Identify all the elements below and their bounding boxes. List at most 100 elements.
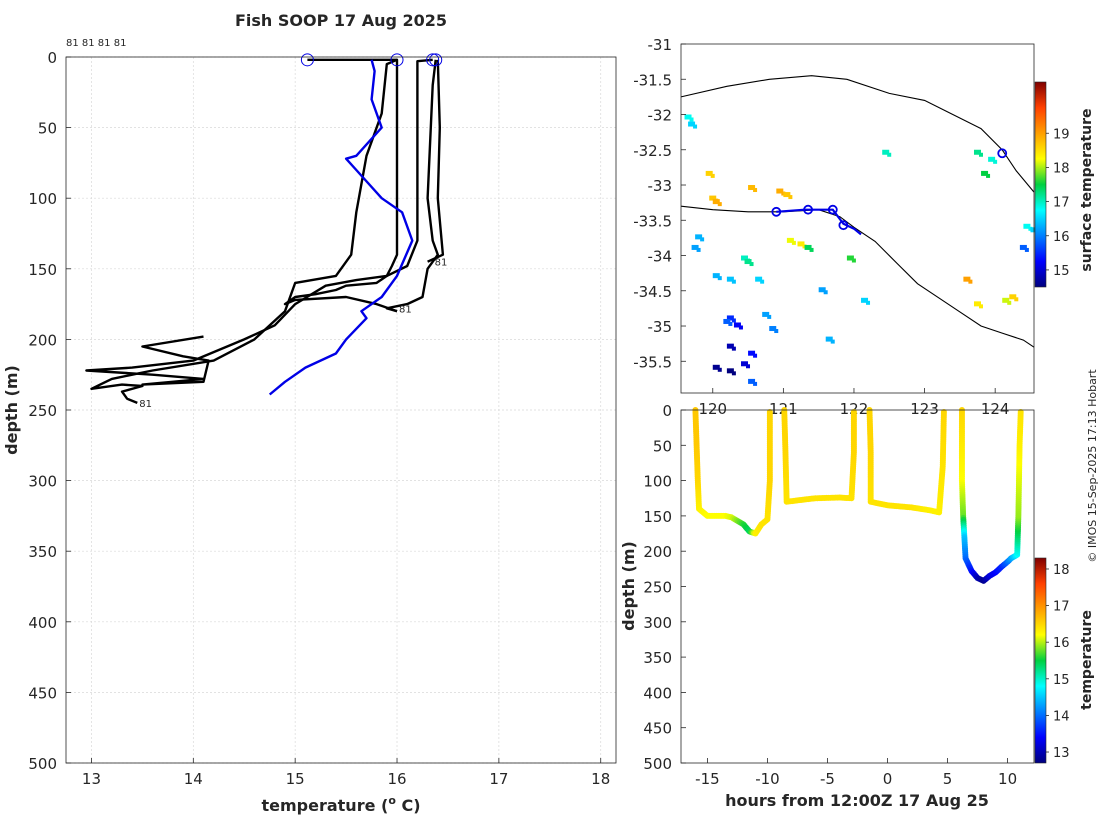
section-y-tick-label: 50 (653, 437, 672, 455)
section-colorbar-tick-label: 16 (1053, 636, 1070, 651)
map-y-tick-label: -31.5 (633, 71, 672, 89)
sst-pixel (781, 191, 786, 196)
section-y-tick-label: 250 (643, 579, 672, 597)
sst-pixel (731, 279, 736, 284)
section-colorbar-ticks: 13 14 15 16 17 18 (1046, 563, 1070, 761)
sst-pixel (755, 276, 763, 282)
sst-pixel (1023, 223, 1031, 229)
sst-pixel (688, 121, 696, 127)
section-y-tick-label: 200 (643, 543, 672, 561)
section-y-tick-label: 350 (643, 649, 672, 667)
sst-pixel (760, 279, 765, 284)
section-sample (940, 408, 947, 415)
map-colorbar-ticks: 15 16 17 18 19 (1046, 127, 1070, 279)
profile-x-tick-label: 13 (82, 770, 101, 788)
sst-pixel (746, 364, 751, 369)
sst-pixel (851, 258, 856, 263)
sst-pixel (723, 318, 731, 324)
sst-pixel (968, 279, 973, 284)
map-y-tick-label: -35.5 (633, 353, 672, 371)
profile-2-line (90, 58, 398, 405)
profile-x-label-degree: o (388, 794, 396, 807)
sst-pixel (809, 247, 814, 252)
section-y-tick-label: 150 (643, 508, 672, 526)
profile-x-tick-label: 18 (591, 770, 610, 788)
sst-pixel (818, 287, 826, 293)
sst-pixel (1028, 226, 1033, 231)
sst-pixel (783, 192, 791, 198)
map-y-tick-label: -31 (648, 36, 673, 54)
profile-start-marker (300, 53, 314, 67)
profile-x-label-unit: C) (396, 796, 421, 815)
sst-pixel (717, 276, 722, 281)
sst-pixel (774, 329, 779, 334)
sst-pixel (696, 247, 701, 252)
profile-y-tick-label: 350 (28, 543, 57, 561)
profile-tag-label: 81 (435, 258, 448, 269)
profile-y-tick-label: 0 (47, 49, 57, 67)
section-sample (766, 408, 773, 415)
sst-pixel (748, 378, 756, 384)
section-y-tick-label: 300 (643, 614, 672, 632)
section-y-tick-label: 500 (643, 755, 672, 773)
map-y-tick-label: -33 (648, 177, 673, 195)
section-x-ticks: -15 -10 -5 0 5 10 (695, 758, 1017, 788)
sst-pixel (753, 188, 758, 193)
profile-y-tick-label: 450 (28, 684, 57, 702)
profile-y-tick-label: 200 (28, 331, 57, 349)
sst-pixel (1002, 297, 1010, 303)
sst-pixel (986, 173, 991, 178)
section-y-tick-label: 0 (662, 402, 672, 420)
sst-pixel (882, 149, 890, 155)
section-y-tick-label: 450 (643, 720, 672, 738)
profile-x-tick-label: 16 (387, 770, 406, 788)
profile-axes-frame (65, 56, 617, 764)
section-x-tick-label: -5 (820, 770, 835, 788)
section-colorbar-tick-label: 13 (1053, 746, 1070, 761)
profile-4-line (385, 59, 439, 313)
sst-pixel (978, 152, 983, 157)
profile-y-ticks: 0 50 100 150 200 250 300 350 400 450 500 (28, 49, 71, 773)
map-colorbar-tick-label: 17 (1053, 196, 1070, 211)
profile-x-ticks: 13 14 15 16 17 18 (82, 758, 610, 788)
sst-pixel (693, 124, 698, 129)
profile-start-markers (300, 53, 443, 67)
profile-start-marker (429, 53, 443, 67)
map-colorbar-tick-label: 19 (1053, 127, 1070, 142)
profile-start-marker (390, 53, 404, 67)
sst-pixel (749, 262, 754, 267)
profile-tags: 81 81 81 (139, 258, 447, 410)
ship-track-marker (997, 148, 1008, 159)
sst-pixel (733, 322, 741, 328)
profile-x-label: temperature (o C) (261, 794, 420, 815)
map-sst-patches (684, 114, 1040, 386)
sst-pixel (767, 314, 772, 319)
sst-pixel (712, 364, 720, 370)
coastline (680, 75, 1035, 193)
sst-pixel (769, 326, 777, 332)
profile-start-marker (426, 53, 440, 67)
section-colorbar (1034, 557, 1047, 764)
profile-5-line (427, 59, 445, 263)
sst-pixel (717, 202, 722, 207)
sst-pixel (1014, 297, 1019, 302)
map-y-tick-label: -34.5 (633, 283, 672, 301)
map-y-tick-label: -32 (648, 107, 673, 125)
section-x-tick-label: -15 (695, 770, 720, 788)
map-x-ticks: 120121122123124 (698, 388, 1009, 418)
sst-pixel (825, 336, 833, 342)
section-colorbar-tick-label: 18 (1053, 563, 1070, 578)
sst-pixel (981, 170, 989, 176)
map-colorbar-label: surface temperature (1079, 108, 1095, 271)
sst-pixel (1007, 300, 1012, 305)
map-panel: 120121122123124 -31-31.5-32-32.5-33-33.5… (633, 36, 1095, 418)
map-x-tick-label: 124 (981, 400, 1010, 418)
sst-pixel (726, 343, 734, 349)
sst-pixel (776, 188, 784, 194)
profile-y-tick-label: 50 (38, 120, 57, 138)
sst-pixel (684, 114, 692, 120)
map-y-tick-label: -34 (648, 248, 673, 266)
ship-track-marker (771, 206, 782, 217)
sst-pixel (731, 318, 736, 323)
